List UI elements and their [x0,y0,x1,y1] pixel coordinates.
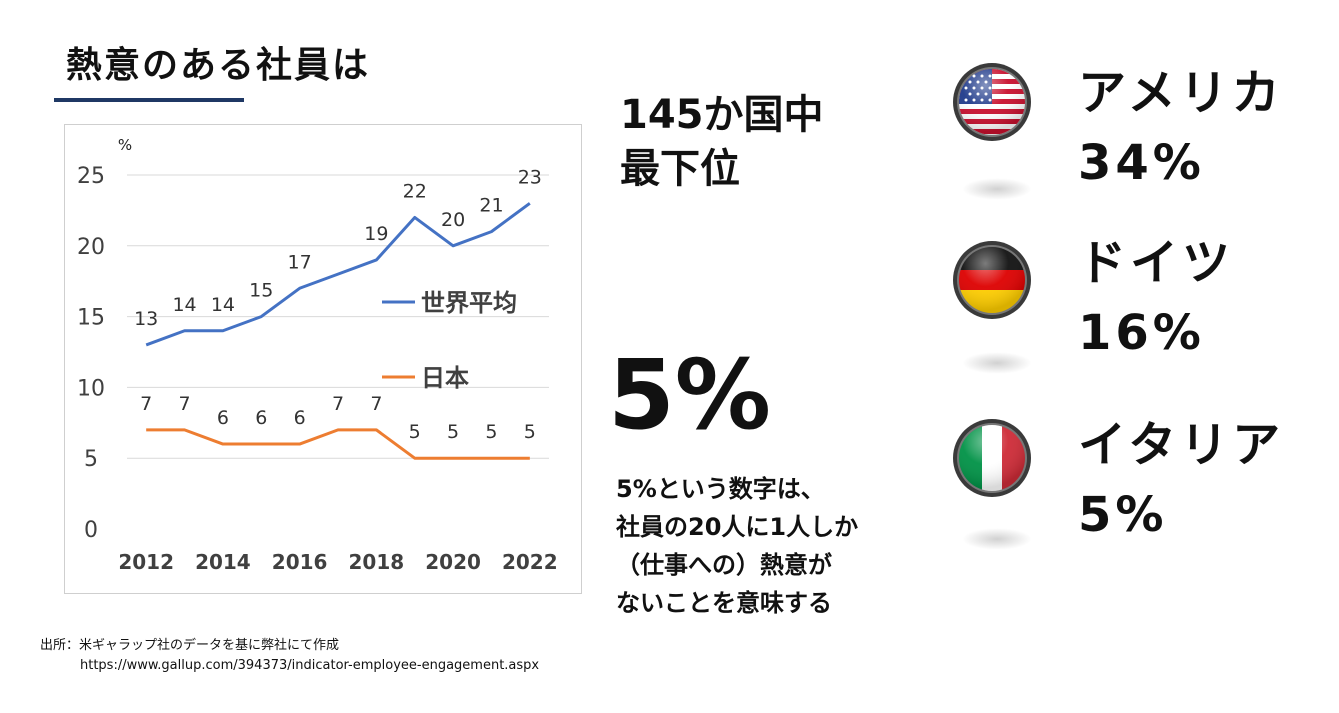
y-tick-label: 5 [84,447,98,472]
data-label: 7 [370,393,382,415]
data-label: 6 [217,407,229,429]
country-name-germany: ドイツ [1078,235,1235,291]
country-value-germany: 16% [1078,305,1205,361]
description-line-3: （仕事への）熱意が [616,551,832,579]
data-label: 19 [364,223,388,245]
country-name-usa: アメリカ [1078,65,1284,121]
data-label: 20 [441,209,465,231]
country-germany: ドイツ 16% [1078,228,1234,368]
japan-line [146,428,530,460]
country-value-usa: 34% [1078,135,1205,191]
data-label: 13 [134,308,158,330]
y-tick-label: 10 [77,376,105,401]
data-label: 7 [332,393,344,415]
legend-label: 日本 [421,364,469,392]
us-flag-shadow [962,178,1032,200]
data-label: 6 [255,407,267,429]
x-tick-label: 2016 [272,550,328,574]
legend-label: 世界平均 [421,289,517,317]
italy-flag-icon [953,419,1031,497]
italy-flag-shadow [962,528,1032,550]
data-label: 7 [178,393,190,415]
rank-line-2: 最下位 [620,146,740,192]
country-italy: イタリア 5% [1078,410,1284,550]
y-tick-label: 25 [77,164,105,189]
rank-text: 145か国中 最下位 [620,88,824,196]
data-label: 5 [447,421,459,443]
page-title: 熱意のある社員は [66,45,371,86]
data-label: 17 [288,251,312,273]
description-line-2: 社員の20人に1人しか [616,513,859,541]
data-label: 15 [249,280,273,302]
country-usa: アメリカ 34% [1078,58,1284,198]
rank-line-1: 145か国中 [620,92,824,138]
country-name-italy: イタリア [1078,417,1285,473]
world-average-line [145,202,531,347]
x-tick-label: 2020 [425,550,481,574]
data-label: 7 [140,393,152,415]
y-tick-label: 20 [77,235,105,260]
data-label: 6 [294,407,306,429]
x-tick-label: 2018 [349,550,405,574]
description-line-4: ないことを意味する [616,589,832,617]
y-axis-unit: % [118,136,132,154]
us-flag-icon [953,63,1031,141]
data-label: 5 [485,421,497,443]
data-label: 5 [524,421,536,443]
x-tick-label: 2014 [195,550,251,574]
data-label: 22 [403,180,427,202]
data-label: 14 [211,294,235,316]
japan-percentage: 5% [608,339,771,451]
data-label: 14 [172,294,196,316]
x-tick-label: 2012 [118,550,174,574]
source-note: 出所：米ギャラップ社のデータを基に弊社にて作成 https://www.gall… [40,636,539,676]
country-value-italy: 5% [1078,487,1168,543]
description: 5%という数字は、 社員の20人に1人しか （仕事への）熱意が ないことを意味す… [616,470,858,622]
title-underline [54,98,244,102]
description-line-1: 5%という数字は、 [616,475,825,503]
germany-flag-shadow [962,352,1032,374]
chart-frame: 0 5 10 15 20 25% 2012 2014 2016 2018 2020 2022 13 14 1… [64,124,582,594]
germany-flag-icon [953,241,1031,319]
source-line-1: 出所：米ギャラップ社のデータを基に弊社にて作成 [40,638,340,653]
x-tick-label: 2022 [502,550,558,574]
data-label: 5 [409,421,421,443]
data-label: 23 [518,166,542,188]
y-tick-label: 0 [84,518,98,543]
y-tick-label: 15 [77,306,105,331]
source-url: https://www.gallup.com/394373/indicator-… [80,658,540,673]
data-label: 21 [479,195,503,217]
